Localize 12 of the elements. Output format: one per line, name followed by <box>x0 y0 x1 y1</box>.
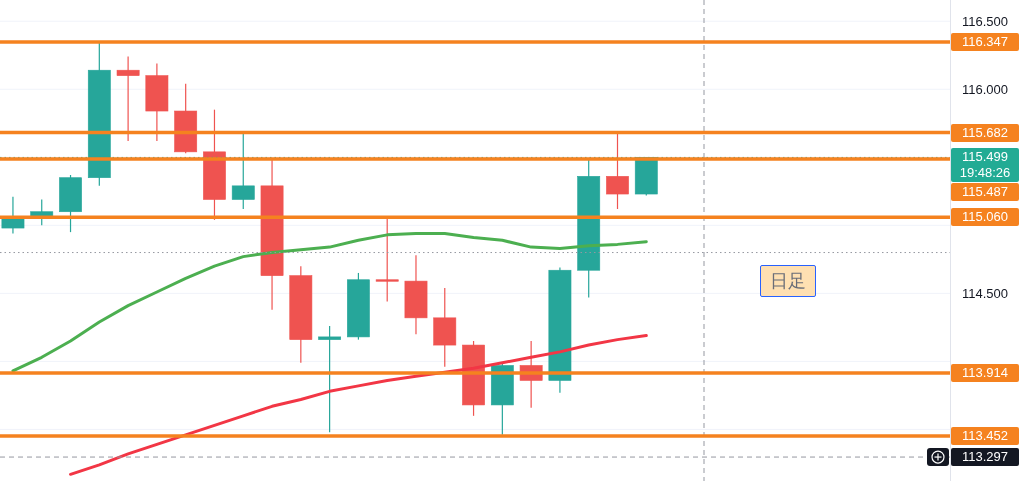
ref-line-label: 115.499 19:48:26 <box>951 148 1019 183</box>
ref-line-label: 113.914 <box>951 364 1019 383</box>
ref-line-label: 116.347 <box>951 33 1019 52</box>
y-tick-label: 116.500 <box>961 13 1009 29</box>
ref-line-label: 113.452 <box>951 426 1019 445</box>
ref-line-label: 115.487 <box>951 183 1019 202</box>
annotation: 日足 <box>760 265 816 297</box>
ref-line-label: 115.060 <box>951 208 1019 227</box>
ref-line-label: 113.297 <box>951 448 1019 467</box>
y-tick-label: 116.000 <box>961 81 1009 97</box>
ref-line-label: 115.682 <box>951 123 1019 142</box>
y-tick-label: 114.500 <box>961 285 1009 301</box>
